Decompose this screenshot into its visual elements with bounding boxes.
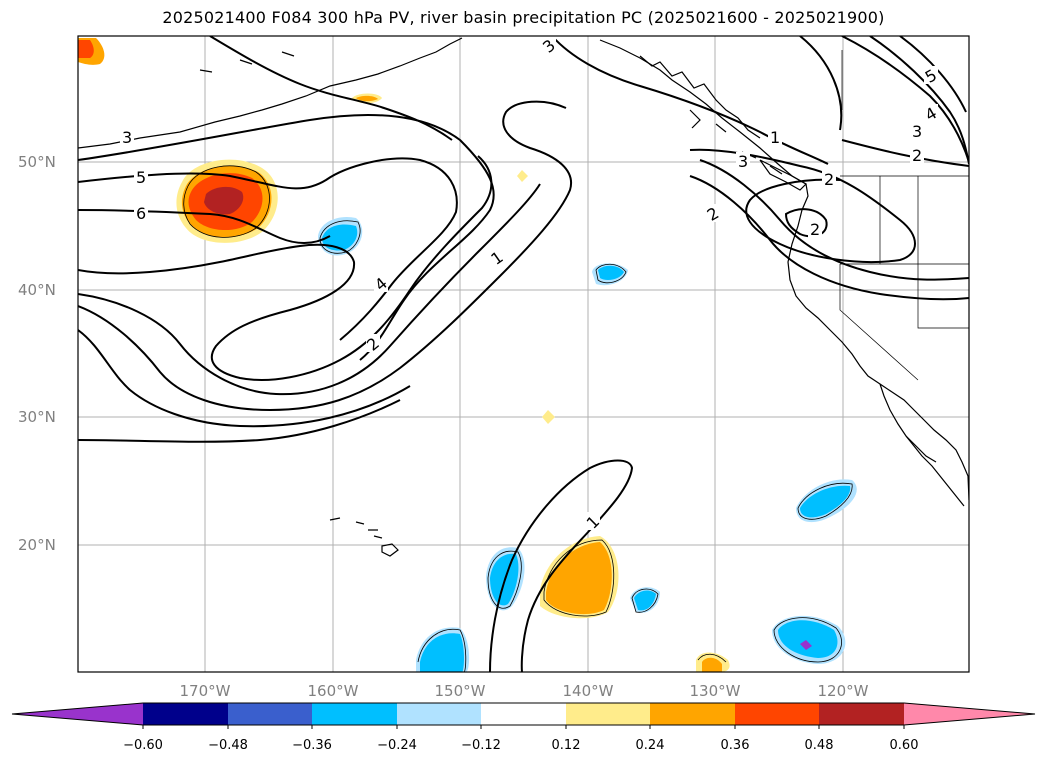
baja-peninsula xyxy=(879,383,965,507)
pv-contour-nw-4 xyxy=(869,36,969,165)
us-west-coast xyxy=(787,183,969,501)
pv-contour-label: 6 xyxy=(136,204,146,223)
pv-contour-3 xyxy=(78,113,495,361)
pv-contour-6 xyxy=(78,209,331,244)
colorbar-swatch xyxy=(143,703,228,725)
pv-contours xyxy=(78,36,969,672)
colorbar-tick-label: 0.36 xyxy=(721,738,750,753)
colorbar-tick-label: 0.48 xyxy=(805,738,834,753)
longitude-label: 140°W xyxy=(563,682,614,700)
colorbar-tick-label: −0.36 xyxy=(292,738,332,753)
pv-contour-west-coast-2 xyxy=(699,159,969,281)
colorbar-under-triangle xyxy=(12,703,143,725)
longitude-label: 170°W xyxy=(180,682,231,700)
pv-contour-label: 3 xyxy=(122,128,132,147)
pv-contour-west-coast-1 xyxy=(689,148,916,263)
colorbar-swatch xyxy=(228,703,312,725)
colorbar-swatch xyxy=(397,703,481,725)
shading-outlines xyxy=(183,165,853,672)
pv-contour-label: 1 xyxy=(770,128,780,147)
pv-contour-4-loop xyxy=(78,155,493,381)
latitude-label: 50°N xyxy=(18,153,56,171)
pv-contour-1 xyxy=(78,100,573,412)
pv-contour-5 xyxy=(78,157,458,341)
pv-contour-0-5 xyxy=(78,329,411,428)
pv-contour-nw-3 xyxy=(899,36,967,113)
latitude-label: 40°N xyxy=(18,281,56,299)
gridlines xyxy=(78,36,969,672)
pv-contour-label: 5 xyxy=(136,168,146,187)
pv-contour-nw-2 xyxy=(841,139,969,167)
pv-contour-inner xyxy=(78,399,401,443)
colorbar-tick-label: 0.12 xyxy=(552,738,581,753)
latitude-label: 20°N xyxy=(18,536,56,554)
pv-contour-west-coast-3 xyxy=(689,175,969,301)
colorbar-swatch xyxy=(735,703,819,725)
longitude-label: 120°W xyxy=(818,682,869,700)
map-frame xyxy=(77,35,970,673)
vancouver-island xyxy=(759,159,807,191)
colorbar-tick-label: 0.60 xyxy=(890,738,919,753)
map-title: 2025021400 F084 300 hPa PV, river basin … xyxy=(162,8,885,27)
political-borders xyxy=(839,50,969,381)
colorbar-tick-label: −0.12 xyxy=(461,738,501,753)
pv-contour-label: 2 xyxy=(824,170,834,189)
pv-contour-nw-1 xyxy=(799,36,843,131)
precipitation-shading xyxy=(78,38,857,672)
pv-contour-2 xyxy=(78,183,541,396)
longitude-label: 150°W xyxy=(435,682,486,700)
coastlines xyxy=(78,37,969,557)
colorbar-tick-label: −0.60 xyxy=(123,738,163,753)
colorbar-tick-label: −0.24 xyxy=(377,738,417,753)
colorbar-swatch xyxy=(481,703,566,725)
colorbar-swatch xyxy=(650,703,735,725)
colorbar-tick-label: 0.24 xyxy=(636,738,665,753)
colorbar: −0.60 −0.48 −0.36 −0.24 −0.12 0.12 0.24 … xyxy=(11,702,1036,753)
colorbar-tick-label: −0.48 xyxy=(208,738,248,753)
pv-contour-top xyxy=(209,36,453,141)
pv-contour-label: 3 xyxy=(912,122,922,141)
pv-contour-tongue xyxy=(489,459,634,672)
pv-contour-label: 2 xyxy=(810,220,820,239)
colorbar-over-triangle xyxy=(904,703,1035,725)
hawaii-islands xyxy=(329,517,399,557)
pv-contour-label: 2 xyxy=(912,146,922,165)
colorbar-swatch xyxy=(819,703,904,725)
alaska-coast xyxy=(78,37,463,149)
bc-coast xyxy=(599,39,807,185)
longitude-label: 160°W xyxy=(308,682,359,700)
pv-contour-nw-5 xyxy=(841,36,969,163)
colorbar-swatch xyxy=(566,703,650,725)
pv-contour-label-group: 3 5 6 4 2 1 3 1 2 5 4 3 2 2 1 2 3 xyxy=(120,36,940,533)
colorbar-swatch xyxy=(312,703,397,725)
longitude-label: 130°W xyxy=(690,682,741,700)
pv-contour-top-right xyxy=(551,36,829,165)
pv-contour-label: 3 xyxy=(738,152,748,171)
latitude-label: 30°N xyxy=(18,408,56,426)
